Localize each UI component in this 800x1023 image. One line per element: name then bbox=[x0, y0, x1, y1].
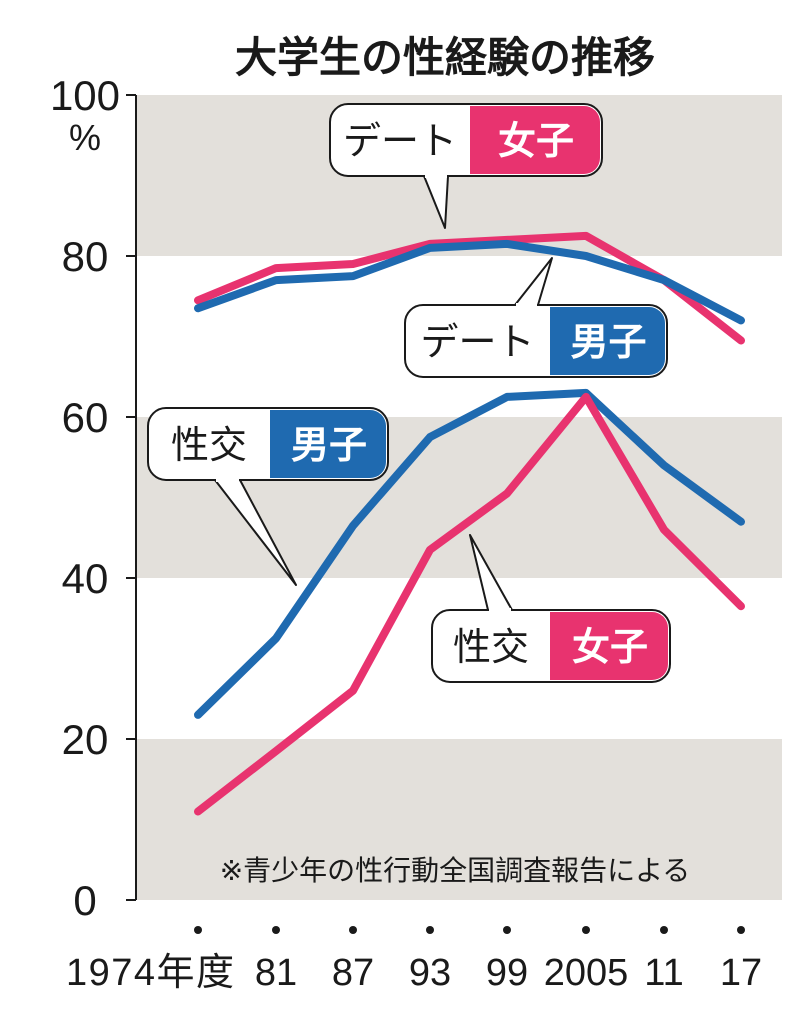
chart-title: 大学生の性経験の推移 bbox=[235, 33, 655, 82]
y-tick-label: 20 bbox=[62, 716, 109, 763]
callout-sex-fill bbox=[550, 307, 665, 375]
x-tick-dot bbox=[194, 926, 202, 934]
y-axis bbox=[126, 94, 137, 901]
y-tick-label: 100 bbox=[50, 72, 120, 119]
callout-sex-square bbox=[270, 410, 288, 478]
x-axis: 1974年度 81 87 93 99 2005 11 17 bbox=[66, 926, 762, 994]
callout-sex-fill bbox=[550, 612, 668, 680]
callout-group-label: 性交 bbox=[453, 625, 529, 669]
x-tick-label: 17 bbox=[720, 952, 762, 994]
y-tick-label: 60 bbox=[62, 394, 109, 441]
series-label-2: 性交 男子 bbox=[147, 407, 389, 586]
callout-group-label: 性交 bbox=[171, 423, 247, 467]
x-tick-label: 99 bbox=[486, 952, 528, 994]
callout-sex-label: 男子 bbox=[570, 320, 646, 364]
callout-sex-label: 女子 bbox=[572, 625, 648, 669]
callout-group-label: デート bbox=[420, 320, 534, 364]
x-tick-label: 93 bbox=[409, 952, 451, 994]
series-lines bbox=[194, 231, 745, 816]
x-tick-dot bbox=[660, 926, 668, 934]
source-note: ※青少年の性行動全国調査報告による bbox=[220, 854, 691, 887]
series-label-1: デート 男子 bbox=[404, 257, 668, 378]
grid-band-0 bbox=[136, 739, 782, 900]
callout-sex-fill bbox=[470, 106, 600, 174]
x-tick-dot bbox=[582, 926, 590, 934]
x-tick-dot bbox=[737, 926, 745, 934]
x-tick-dot bbox=[349, 926, 357, 934]
y-tick-label: 40 bbox=[62, 555, 109, 602]
y-tick-label: 0 bbox=[73, 877, 96, 924]
callout-sex-square bbox=[470, 106, 488, 174]
x-tick-label: 87 bbox=[332, 952, 374, 994]
x-tick-label: 11 bbox=[644, 952, 683, 994]
x-tick-label: 2005 bbox=[544, 952, 629, 994]
callout-sex-square bbox=[550, 307, 568, 375]
y-tick-label: 80 bbox=[62, 233, 109, 280]
series-line-3 bbox=[194, 392, 745, 816]
callout-sex-label: 女子 bbox=[498, 119, 574, 163]
series-line-2 bbox=[194, 388, 745, 719]
callout-sex-square bbox=[550, 612, 568, 680]
callout-sex-label: 男子 bbox=[291, 423, 367, 467]
x-tick-label: 81 bbox=[255, 952, 297, 994]
series-line-1 bbox=[194, 239, 745, 325]
y-tick-labels: 0 20 40 60 80 100 bbox=[50, 72, 120, 924]
series-label-0: デート 女子 bbox=[329, 103, 603, 229]
x-tick-label: 1974年度 bbox=[66, 952, 234, 994]
x-tick-dot bbox=[503, 926, 511, 934]
y-axis-unit: % bbox=[69, 117, 101, 158]
series-label-3: 性交 女子 bbox=[431, 534, 671, 683]
callout-sex-fill bbox=[270, 410, 386, 478]
callout-group-label: デート bbox=[343, 119, 457, 163]
x-tick-dot bbox=[272, 926, 280, 934]
x-tick-dot bbox=[426, 926, 434, 934]
